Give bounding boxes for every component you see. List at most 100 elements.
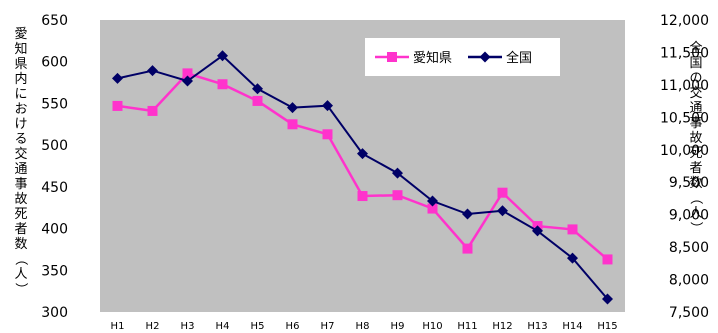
x-tick-label: H11 bbox=[457, 321, 477, 332]
data-point bbox=[322, 100, 333, 112]
left-axis-ticks: 650 600 550 500 450 400 350 300 bbox=[41, 13, 68, 321]
axis-label-char: 知 bbox=[14, 41, 27, 57]
axis-label-char: 愛 bbox=[14, 27, 27, 42]
data-point bbox=[427, 195, 438, 207]
right-tick-label: 7,500 bbox=[669, 305, 709, 321]
axis-label-char: 全 bbox=[689, 40, 702, 56]
data-point bbox=[392, 167, 403, 179]
data-point bbox=[322, 129, 333, 140]
axis-label-char: （ bbox=[13, 252, 28, 265]
axis-label-char: 国 bbox=[689, 56, 702, 71]
right-tick-label: 8,500 bbox=[669, 240, 709, 256]
right-tick-label: 12,000 bbox=[660, 13, 709, 29]
right-tick-label: 10,500 bbox=[660, 110, 709, 126]
right-tick-label: 9,000 bbox=[669, 208, 709, 224]
axis-label-char: 人 bbox=[689, 206, 702, 221]
data-point bbox=[287, 102, 298, 114]
axis-label-char: 故 bbox=[14, 192, 27, 207]
data-point bbox=[252, 83, 263, 95]
axis-label-char: 通 bbox=[689, 101, 702, 116]
left-tick-label: 300 bbox=[41, 305, 68, 321]
data-point bbox=[497, 187, 508, 198]
axis-label-char: 通 bbox=[14, 162, 27, 177]
axis-label-char: 事 bbox=[689, 116, 702, 131]
data-point bbox=[182, 75, 193, 87]
x-tick-label: H7 bbox=[321, 321, 335, 332]
data-point bbox=[112, 100, 123, 111]
axis-label-char: 者 bbox=[14, 222, 27, 237]
data-point bbox=[217, 79, 228, 90]
data-point bbox=[497, 205, 508, 217]
x-axis-ticks: H1 H2 H3 H4 H5 H6 H7 H8 H9 H10 H11 H12 H13 H14 H15 bbox=[111, 321, 618, 332]
data-point bbox=[217, 50, 228, 62]
right-tick-label: 11,500 bbox=[660, 45, 709, 61]
axis-label-char: ） bbox=[13, 282, 28, 295]
axis-label-char: ） bbox=[688, 221, 703, 234]
data-point bbox=[357, 191, 368, 202]
left-tick-label: 350 bbox=[41, 263, 68, 279]
legend-marker bbox=[479, 51, 491, 63]
axis-label-char: お bbox=[14, 102, 27, 117]
axis-label-char: 者 bbox=[689, 161, 702, 176]
data-point bbox=[287, 119, 298, 130]
axis-label-char: 交 bbox=[14, 146, 27, 162]
x-tick-label: H6 bbox=[286, 321, 300, 332]
data-point bbox=[147, 105, 158, 116]
axis-label-char: 数 bbox=[14, 237, 27, 252]
x-tick-label: H13 bbox=[527, 321, 547, 332]
legend-entry: 愛知県 bbox=[413, 50, 452, 66]
legend-entry: 全国 bbox=[506, 50, 532, 66]
axis-label-char: の bbox=[689, 71, 702, 86]
axis-label-char: （ bbox=[688, 191, 703, 204]
axis-label-char: る bbox=[14, 132, 27, 147]
left-tick-label: 550 bbox=[41, 96, 68, 112]
x-tick-label: H2 bbox=[146, 321, 160, 332]
axis-label-char: 事 bbox=[14, 177, 27, 192]
x-tick-label: H8 bbox=[356, 321, 370, 332]
axis-label-char: 人 bbox=[14, 267, 27, 282]
left-tick-label: 400 bbox=[41, 222, 68, 238]
right-tick-label: 9,500 bbox=[669, 175, 709, 191]
x-tick-label: H9 bbox=[391, 321, 405, 332]
axis-label-char: け bbox=[14, 117, 27, 132]
data-point bbox=[252, 95, 263, 106]
series-layer bbox=[112, 50, 613, 305]
axis-label-char: 死 bbox=[689, 146, 702, 161]
right-tick-label: 11,000 bbox=[660, 78, 709, 94]
x-tick-label: H15 bbox=[597, 321, 617, 332]
data-point bbox=[147, 65, 158, 77]
data-point bbox=[567, 224, 578, 235]
left-tick-label: 650 bbox=[41, 13, 68, 29]
axis-label-char: 内 bbox=[14, 71, 27, 87]
data-point bbox=[567, 252, 578, 264]
right-axis-ticks: 12,000 11,500 11,000 10,500 10,000 9,500 9,000… bbox=[660, 13, 709, 321]
axis-label-char: 県 bbox=[14, 57, 27, 72]
right-tick-label: 10,000 bbox=[660, 143, 709, 159]
data-point bbox=[357, 148, 368, 160]
left-tick-label: 600 bbox=[41, 55, 68, 71]
left-tick-label: 500 bbox=[41, 138, 68, 154]
x-tick-label: H1 bbox=[111, 321, 125, 332]
x-tick-label: H3 bbox=[181, 321, 195, 332]
data-point bbox=[182, 68, 193, 79]
legend-marker bbox=[387, 52, 397, 62]
x-tick-label: H14 bbox=[562, 321, 582, 332]
legend: 愛知県 全国 bbox=[365, 38, 560, 76]
axis-label-char: 数 bbox=[689, 176, 702, 191]
right-tick-label: 8,000 bbox=[669, 273, 709, 289]
data-point bbox=[602, 254, 613, 265]
axis-label-char: 故 bbox=[689, 131, 702, 146]
data-point bbox=[392, 190, 403, 201]
data-point bbox=[427, 203, 438, 214]
data-point bbox=[112, 72, 123, 84]
data-point bbox=[532, 225, 543, 237]
x-tick-label: H10 bbox=[422, 321, 442, 332]
data-point bbox=[462, 243, 473, 254]
left-tick-label: 450 bbox=[41, 180, 68, 196]
x-tick-label: H12 bbox=[492, 321, 512, 332]
data-point bbox=[602, 293, 613, 305]
axis-label-char: に bbox=[14, 87, 27, 102]
